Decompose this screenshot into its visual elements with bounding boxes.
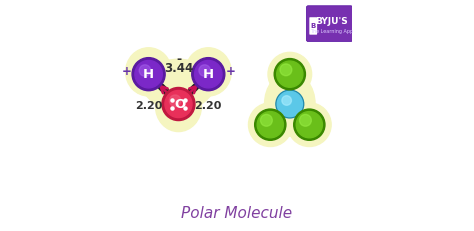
Text: 3.44: 3.44 bbox=[164, 62, 193, 75]
Circle shape bbox=[280, 64, 292, 76]
Circle shape bbox=[276, 90, 304, 118]
Circle shape bbox=[296, 112, 322, 138]
Text: 2.20: 2.20 bbox=[135, 101, 162, 111]
Circle shape bbox=[199, 65, 210, 76]
Circle shape bbox=[132, 58, 165, 91]
Text: O: O bbox=[174, 98, 186, 111]
Ellipse shape bbox=[248, 103, 292, 146]
Text: +: + bbox=[226, 65, 236, 78]
Text: -: - bbox=[176, 53, 181, 66]
Circle shape bbox=[282, 96, 292, 105]
Circle shape bbox=[169, 95, 181, 106]
Text: H: H bbox=[203, 68, 214, 81]
Circle shape bbox=[257, 112, 283, 138]
Text: B: B bbox=[310, 23, 316, 29]
Circle shape bbox=[277, 91, 302, 117]
Circle shape bbox=[165, 91, 192, 118]
Ellipse shape bbox=[288, 103, 331, 146]
Text: H: H bbox=[143, 68, 154, 81]
Circle shape bbox=[139, 65, 151, 76]
Text: Polar Molecule: Polar Molecule bbox=[182, 206, 292, 221]
FancyBboxPatch shape bbox=[306, 6, 353, 42]
Circle shape bbox=[135, 61, 162, 88]
Ellipse shape bbox=[126, 48, 172, 96]
Circle shape bbox=[300, 114, 311, 126]
Circle shape bbox=[274, 58, 305, 90]
Ellipse shape bbox=[143, 59, 214, 110]
Text: 2.20: 2.20 bbox=[195, 101, 222, 111]
Text: The Learning App: The Learning App bbox=[310, 28, 353, 33]
Circle shape bbox=[162, 88, 195, 121]
Circle shape bbox=[255, 109, 286, 140]
Ellipse shape bbox=[264, 72, 315, 136]
Ellipse shape bbox=[268, 52, 311, 96]
Circle shape bbox=[294, 109, 325, 140]
Text: BYJU'S: BYJU'S bbox=[315, 17, 347, 26]
Ellipse shape bbox=[155, 81, 201, 132]
Circle shape bbox=[195, 61, 222, 88]
Ellipse shape bbox=[185, 48, 231, 96]
Text: +: + bbox=[121, 65, 131, 78]
Circle shape bbox=[260, 114, 273, 126]
Circle shape bbox=[192, 58, 225, 91]
FancyBboxPatch shape bbox=[310, 17, 317, 35]
Circle shape bbox=[277, 61, 303, 87]
